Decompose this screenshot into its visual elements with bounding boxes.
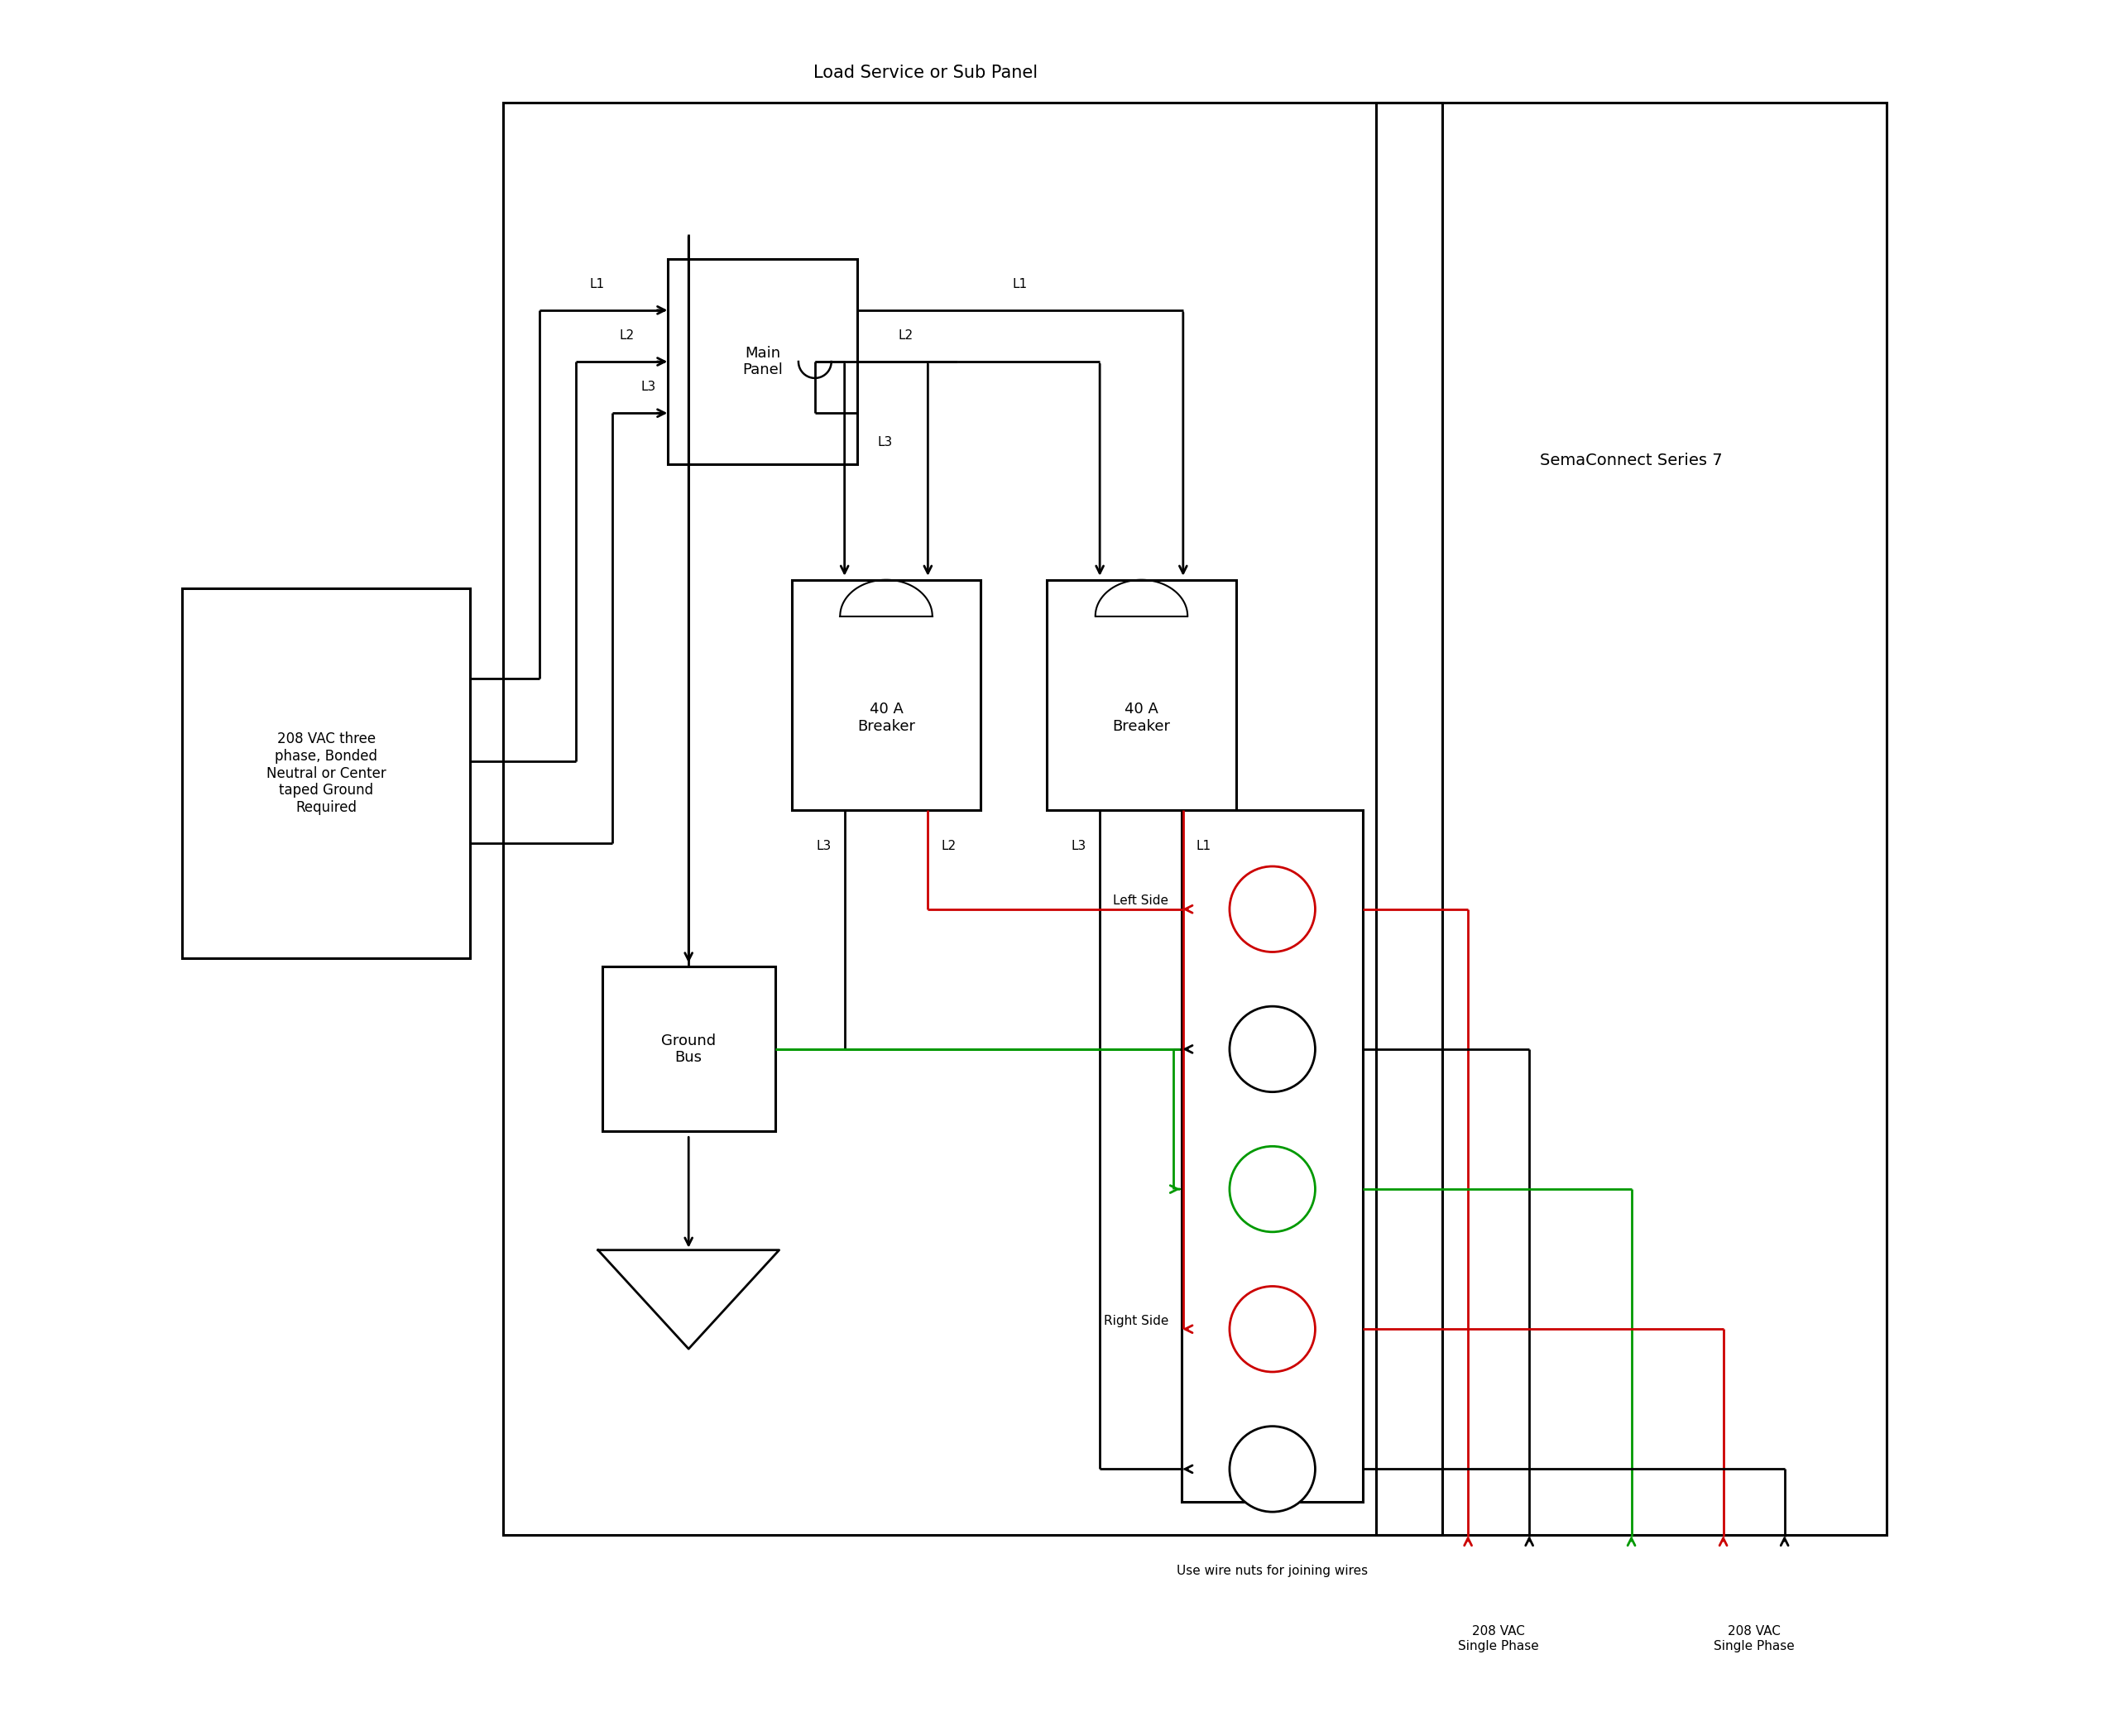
- Bar: [504, 102, 1441, 1535]
- Circle shape: [1230, 1286, 1315, 1371]
- Text: L3: L3: [817, 840, 831, 852]
- Bar: [181, 589, 471, 958]
- Circle shape: [1230, 1007, 1315, 1092]
- Text: L1: L1: [1196, 840, 1211, 852]
- Text: L2: L2: [899, 330, 914, 342]
- Bar: [791, 580, 981, 811]
- Bar: [669, 259, 857, 465]
- Text: Main
Panel: Main Panel: [743, 345, 783, 378]
- Text: SemaConnect Series 7: SemaConnect Series 7: [1540, 453, 1722, 469]
- Text: 40 A
Breaker: 40 A Breaker: [1112, 701, 1171, 734]
- Text: L3: L3: [878, 436, 893, 448]
- Bar: [1182, 811, 1363, 1502]
- Bar: [1376, 102, 1886, 1535]
- Bar: [601, 967, 774, 1132]
- Text: 208 VAC three
phase, Bonded
Neutral or Center
taped Ground
Required: 208 VAC three phase, Bonded Neutral or C…: [266, 731, 386, 816]
- Text: L2: L2: [941, 840, 956, 852]
- Text: Ground
Bus: Ground Bus: [660, 1033, 715, 1066]
- Text: Use wire nuts for joining wires: Use wire nuts for joining wires: [1177, 1564, 1367, 1576]
- Text: L3: L3: [641, 380, 656, 394]
- Text: Left Side: Left Side: [1114, 894, 1169, 908]
- Text: Right Side: Right Side: [1104, 1314, 1169, 1326]
- Text: L1: L1: [1013, 278, 1028, 290]
- Text: Load Service or Sub Panel: Load Service or Sub Panel: [814, 64, 1038, 82]
- Text: 40 A
Breaker: 40 A Breaker: [857, 701, 916, 734]
- Bar: [1047, 580, 1236, 811]
- Text: 208 VAC
Single Phase: 208 VAC Single Phase: [1458, 1625, 1538, 1653]
- Circle shape: [1230, 1427, 1315, 1512]
- Circle shape: [1230, 1146, 1315, 1233]
- Circle shape: [1230, 866, 1315, 951]
- Text: 208 VAC
Single Phase: 208 VAC Single Phase: [1713, 1625, 1793, 1653]
- Text: L2: L2: [618, 330, 633, 342]
- Text: L3: L3: [1072, 840, 1087, 852]
- Text: L1: L1: [591, 278, 606, 290]
